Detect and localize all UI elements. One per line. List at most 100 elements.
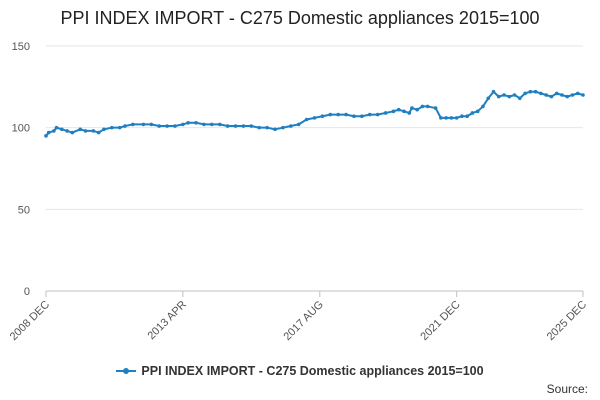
data-point: [360, 114, 364, 119]
data-point: [249, 124, 254, 128]
data-point: [396, 107, 401, 112]
data-point: [336, 112, 340, 117]
data-point: [165, 124, 169, 128]
data-point: [439, 116, 443, 120]
data-point: [575, 91, 580, 96]
data-point: [470, 111, 475, 115]
data-point: [131, 122, 135, 127]
data-point: [352, 114, 356, 119]
data-point: [344, 112, 348, 117]
data-point: [312, 116, 317, 120]
y-tick-label: 100: [12, 123, 30, 135]
data-point: [78, 127, 83, 132]
data-point: [328, 112, 333, 117]
data-point: [433, 106, 438, 110]
data-point: [273, 127, 277, 132]
y-tick-label: 150: [12, 41, 30, 53]
data-point: [186, 120, 190, 125]
data-point: [533, 89, 538, 94]
data-point: [415, 107, 419, 112]
data-point: [210, 122, 214, 127]
data-point: [296, 122, 301, 127]
data-point: [123, 124, 127, 128]
x-tick-label: 2017 AUG: [282, 299, 326, 343]
legend-label: PPI INDEX IMPORT - C275 Domestic applian…: [141, 364, 484, 378]
data-point: [375, 112, 380, 117]
data-point: [91, 129, 96, 133]
x-tick-label: 2013 APR: [145, 299, 189, 343]
x-tick-label: 2008 DEC: [8, 299, 52, 343]
data-point: [44, 134, 48, 138]
data-point: [65, 129, 69, 133]
data-point: [265, 125, 269, 130]
gridlines: [46, 45, 583, 210]
data-point: [570, 93, 575, 97]
data-point: [554, 91, 559, 96]
data-point: [465, 114, 469, 119]
data-point: [59, 127, 64, 132]
data-point: [549, 94, 554, 99]
data-point: [225, 124, 230, 128]
y-axis-ticks: 0 50 100 150: [12, 41, 30, 298]
series-group: [44, 89, 585, 138]
data-point: [194, 120, 198, 125]
data-point: [544, 93, 548, 97]
legend[interactable]: PPI INDEX IMPORT - C275 Domestic applian…: [0, 364, 600, 378]
data-point: [539, 91, 543, 96]
data-point: [391, 109, 396, 114]
data-point: [486, 96, 491, 101]
data-point: [110, 125, 114, 130]
data-point: [481, 104, 485, 109]
data-point: [46, 130, 51, 135]
data-point: [560, 93, 564, 97]
data-point: [117, 125, 122, 130]
data-point: [512, 93, 517, 97]
data-point: [402, 109, 406, 114]
data-point: [281, 125, 285, 130]
data-point: [444, 116, 448, 120]
data-point: [149, 122, 154, 127]
series-line: [45, 90, 584, 137]
data-point: [83, 129, 88, 133]
data-point: [460, 114, 464, 119]
data-point: [518, 96, 522, 101]
data-point: [102, 127, 106, 132]
data-point: [141, 122, 146, 127]
data-point: [289, 124, 293, 128]
x-tick-label: 2021 DEC: [418, 299, 462, 343]
data-point: [96, 130, 101, 135]
data-point: [181, 122, 185, 127]
data-point: [410, 106, 414, 110]
data-point: [523, 91, 527, 96]
data-point: [157, 124, 161, 128]
y-tick-label: 50: [18, 204, 30, 216]
data-point: [475, 109, 480, 114]
chart-title: PPI INDEX IMPORT - C275 Domestic applian…: [60, 8, 540, 28]
data-point: [491, 89, 496, 94]
data-point: [202, 122, 206, 127]
data-point: [241, 124, 246, 128]
data-point: [507, 94, 512, 99]
data-point: [54, 125, 59, 130]
data-point: [257, 125, 262, 130]
data-point: [425, 104, 430, 109]
data-point: [565, 94, 570, 99]
y-tick-label: 0: [24, 286, 30, 298]
data-point: [217, 122, 222, 127]
data-point: [173, 124, 177, 128]
data-point: [502, 93, 506, 97]
data-point: [320, 114, 325, 119]
x-tick-label: 2025 DEC: [545, 299, 589, 343]
data-point: [581, 93, 585, 97]
data-point: [367, 112, 372, 117]
data-point: [383, 111, 388, 115]
data-point: [496, 94, 501, 99]
data-point: [304, 117, 309, 122]
data-point: [528, 89, 533, 94]
data-point: [420, 104, 425, 109]
source-label: Source:: [546, 382, 588, 396]
data-point: [70, 130, 75, 135]
data-point: [407, 111, 412, 115]
data-point: [454, 116, 459, 120]
